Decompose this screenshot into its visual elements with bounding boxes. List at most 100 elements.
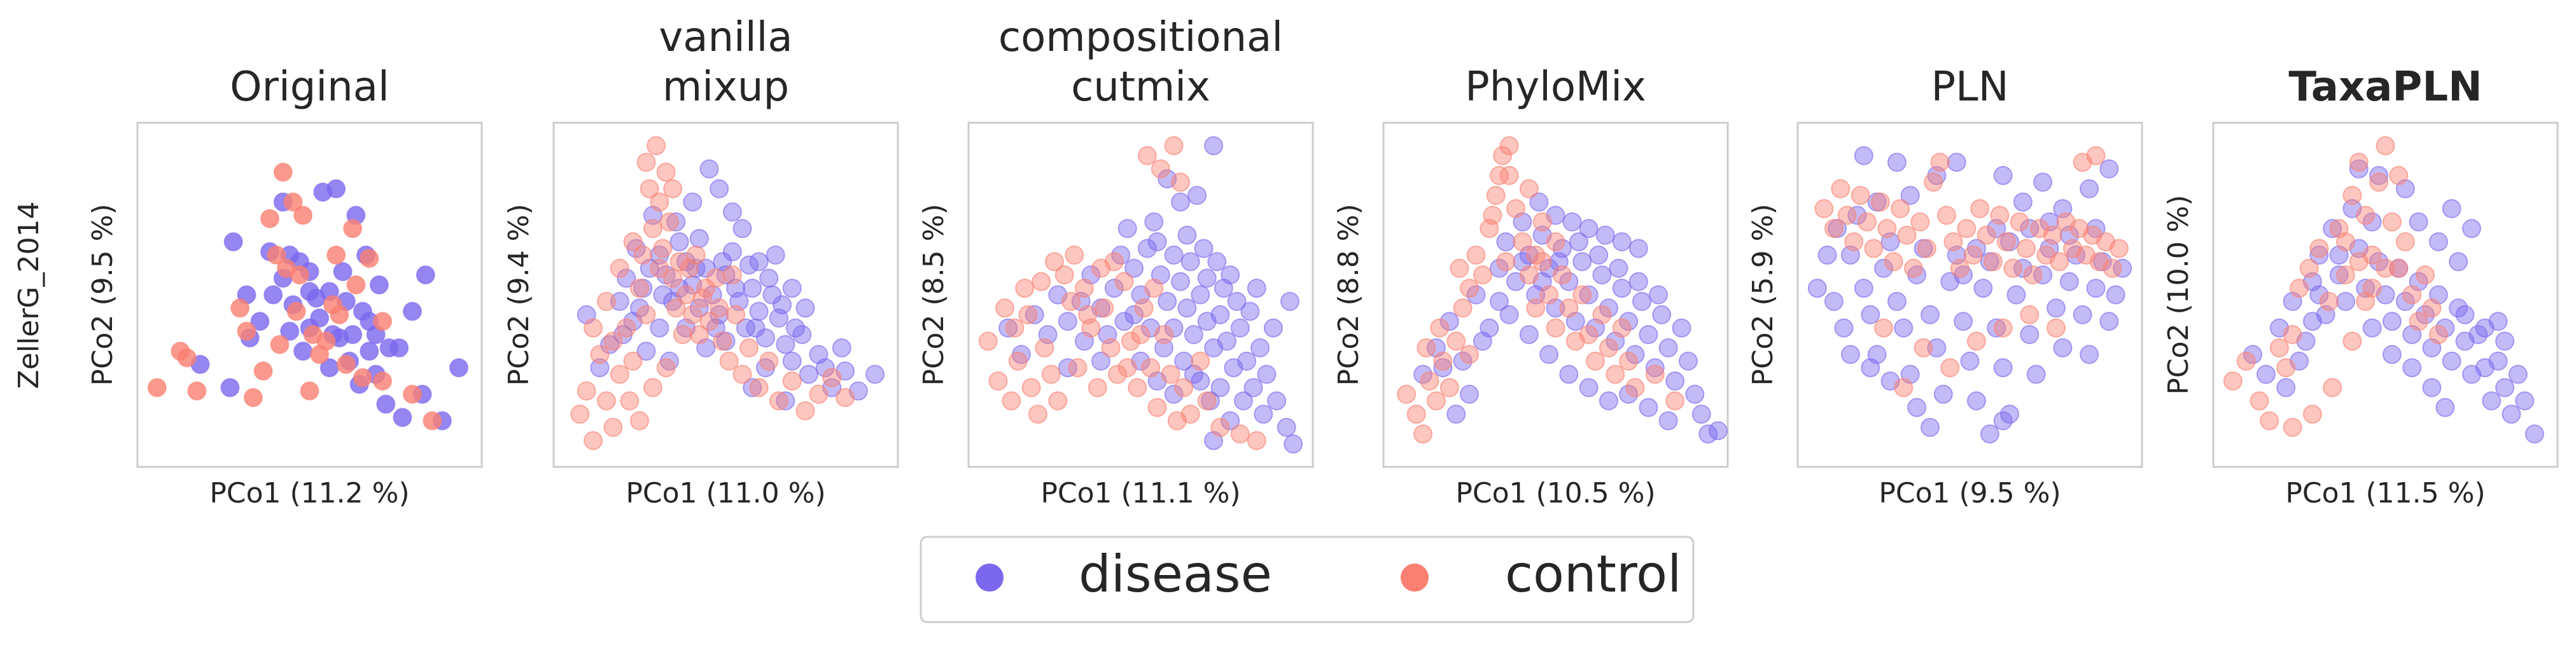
control-point	[1417, 338, 1436, 357]
control-point	[1446, 331, 1466, 351]
control-point	[732, 364, 752, 384]
control-point	[1413, 424, 1433, 444]
control-point	[1439, 378, 1459, 398]
disease-point	[300, 282, 319, 302]
control-point	[623, 351, 643, 371]
disease-point	[1921, 305, 1940, 324]
control-point	[1473, 265, 1492, 285]
control-point	[1894, 378, 1914, 398]
disease-point	[280, 321, 300, 341]
control-point	[2290, 279, 2309, 298]
legend: disease control	[920, 536, 1695, 623]
control-point	[1101, 338, 1121, 357]
control-point	[1397, 384, 1417, 404]
disease-point	[2309, 246, 2329, 265]
control-point	[1891, 199, 1910, 218]
disease-point	[1171, 272, 1190, 291]
control-point	[1154, 325, 1173, 344]
control-point	[310, 345, 330, 364]
control-point	[2389, 165, 2409, 185]
disease-point	[1947, 153, 1966, 172]
control-point	[2003, 258, 2023, 278]
disease-point	[653, 285, 673, 305]
control-point	[617, 318, 636, 338]
disease-point	[1137, 239, 1157, 258]
disease-point	[1933, 384, 1953, 404]
x-axis-label: PCo1 (11.1 %)	[1040, 477, 1240, 510]
control-point	[2319, 291, 2339, 311]
control-point	[676, 285, 696, 305]
panel-5: PLN PCo1 (9.5 %) PCo2 (5.9 %)	[1747, 64, 2143, 510]
disease-point	[1628, 239, 1648, 258]
control-point	[2356, 205, 2376, 225]
disease-point	[2329, 265, 2349, 285]
disease-point	[1645, 358, 1665, 378]
disease-point	[795, 298, 815, 318]
disease-point	[2402, 358, 2422, 378]
disease-point	[313, 183, 333, 202]
control-point	[1984, 252, 2003, 272]
control-point	[1088, 378, 1107, 398]
panel-title-line-1: vanilla	[659, 14, 792, 61]
disease-point	[683, 192, 703, 212]
control-point	[423, 411, 442, 431]
control-point	[1966, 331, 1986, 351]
x-axis-label: PCo1 (10.5 %)	[1455, 477, 1655, 510]
control-point	[663, 179, 683, 198]
disease-point	[1210, 378, 1230, 398]
disease-point	[1187, 186, 1207, 205]
control-point	[1061, 291, 1081, 311]
control-point	[1937, 205, 1956, 225]
disease-point	[1595, 225, 1615, 245]
control-point	[1814, 199, 1834, 218]
control-point	[1433, 351, 1453, 371]
control-point	[1546, 318, 1565, 338]
control-point	[650, 258, 669, 278]
disease-point	[1639, 398, 1658, 417]
disease-point	[2113, 258, 2132, 278]
disease-point	[1191, 285, 1210, 305]
y-axis-label: PCo2 (9.4 %)	[503, 204, 535, 385]
disease-point	[1058, 358, 1077, 378]
control-point	[273, 162, 293, 182]
control-point	[230, 298, 250, 318]
disease-point	[1529, 192, 1549, 212]
disease-point	[1559, 364, 1579, 384]
control-point	[2086, 146, 2106, 165]
control-point	[809, 384, 829, 404]
disease-point	[722, 202, 742, 222]
disease-point	[1907, 398, 1927, 417]
control-point	[373, 312, 393, 331]
control-point	[1174, 378, 1194, 398]
disease-point	[736, 318, 755, 338]
disease-point	[782, 351, 802, 371]
control-point	[836, 388, 855, 407]
disease-point	[998, 318, 1018, 338]
disease-point	[1708, 421, 1728, 441]
control-point	[1074, 279, 1094, 298]
disease-point	[1993, 165, 2013, 185]
control-point	[2299, 258, 2319, 278]
disease-point	[739, 255, 759, 275]
disease-point	[746, 318, 766, 338]
disease-point	[2080, 345, 2099, 364]
points	[147, 162, 468, 431]
control-point	[699, 312, 719, 331]
disease-point	[1247, 279, 1266, 298]
control-point	[286, 302, 306, 321]
disease-point	[250, 312, 270, 331]
control-point	[1460, 279, 1479, 298]
control-point	[1191, 351, 1210, 371]
control-point	[2309, 239, 2329, 258]
disease-point	[2495, 378, 2515, 398]
disease-point	[2524, 424, 2544, 444]
control-point	[656, 358, 676, 378]
control-point	[1993, 318, 2013, 338]
control-point	[1496, 252, 1516, 272]
disease-point	[1280, 291, 1299, 311]
legend-disease-marker	[976, 564, 1004, 592]
control-point	[177, 348, 197, 368]
control-point	[636, 305, 656, 324]
control-point	[1579, 325, 1599, 344]
disease-point	[293, 342, 313, 361]
